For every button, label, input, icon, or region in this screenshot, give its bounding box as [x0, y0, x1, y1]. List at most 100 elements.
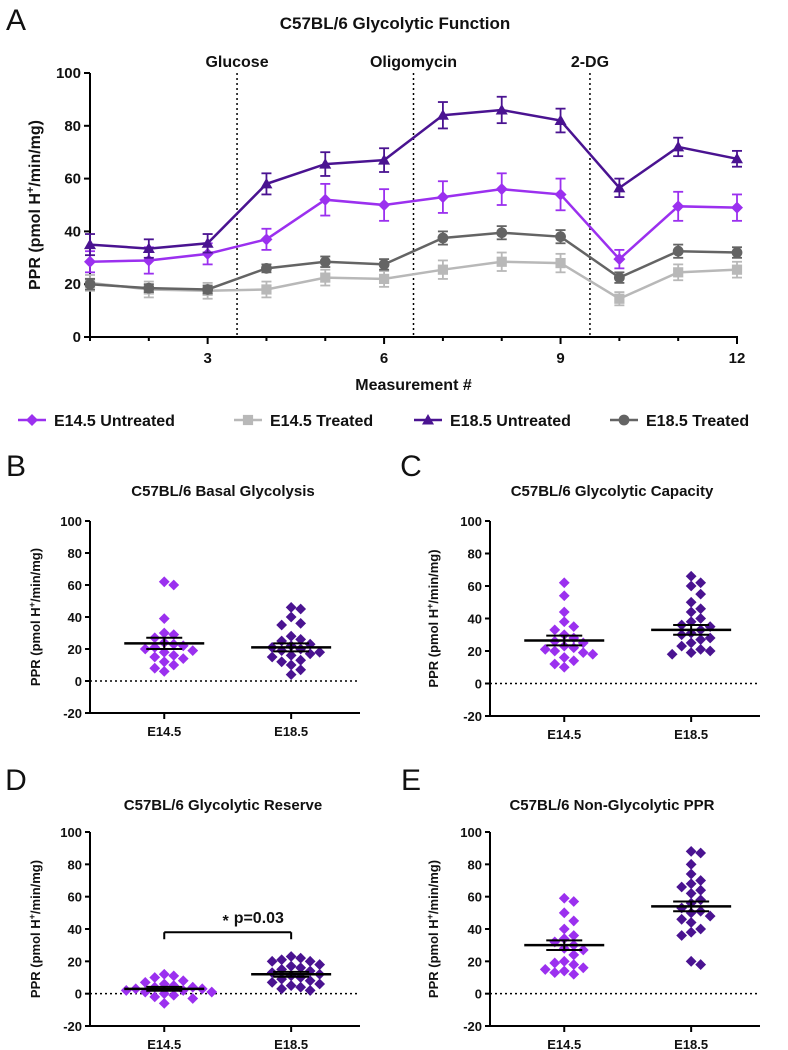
- data-point: [685, 917, 697, 928]
- y-tick-label: 100: [60, 514, 82, 529]
- chart-title: C57BL/6 Glycolytic Reserve: [124, 797, 322, 814]
- data-point: [568, 896, 580, 907]
- y-tick-label: 20: [64, 276, 81, 293]
- data-point: [685, 907, 697, 919]
- y-axis-label: PPR (pmol H+/min/mg): [425, 549, 441, 687]
- panel-label-d: D: [5, 764, 27, 797]
- data-point: [187, 993, 199, 1004]
- data-point: [704, 645, 716, 657]
- y-tick-label: 60: [68, 578, 82, 593]
- data-point: [568, 655, 580, 667]
- data-point: [266, 976, 278, 988]
- data-point: [685, 878, 697, 890]
- y-tick-label: 0: [475, 987, 482, 1002]
- y-tick-label: 20: [68, 642, 82, 657]
- data-point: [558, 965, 570, 977]
- data-point: [695, 894, 707, 906]
- data-point: [555, 257, 566, 269]
- data-point: [695, 875, 707, 886]
- x-tick-label: E14.5: [547, 1037, 581, 1050]
- data-point: [260, 177, 273, 189]
- data-point: [201, 237, 214, 248]
- significance-pvalue: p=0.03: [234, 910, 284, 927]
- data-point: [695, 884, 707, 896]
- series-line: [89, 108, 738, 250]
- data-point: [168, 659, 180, 671]
- data-point: [304, 648, 316, 660]
- data-point: [539, 964, 551, 975]
- y-tick-label: -20: [463, 709, 482, 724]
- panel-label-a: A: [6, 4, 26, 37]
- y-axis-label: PPR (pmol H+/min/mg): [27, 548, 43, 686]
- data-point: [558, 616, 570, 628]
- data-point: [568, 915, 580, 927]
- data-point: [84, 255, 96, 268]
- data-point: [149, 642, 161, 653]
- data-point: [149, 651, 161, 663]
- data-point: [549, 624, 561, 636]
- data-point: [142, 242, 155, 254]
- data-point: [295, 654, 307, 666]
- y-tick-label: 0: [75, 987, 82, 1002]
- data-point: [695, 588, 707, 600]
- data-point: [158, 576, 170, 588]
- data-point: [168, 650, 180, 661]
- series-line: [89, 260, 738, 301]
- data-point: [158, 627, 170, 639]
- data-point: [676, 640, 688, 652]
- x-tick-label: 9: [556, 350, 564, 367]
- data-point: [320, 272, 331, 283]
- data-point: [731, 201, 743, 214]
- y-tick-label: 40: [468, 922, 482, 937]
- data-point: [666, 648, 678, 660]
- data-point: [568, 930, 580, 941]
- y-tick-label: 80: [64, 118, 81, 135]
- y-tick-label: 40: [468, 612, 482, 627]
- y-tick-label: 100: [460, 825, 482, 840]
- data-point: [685, 955, 697, 967]
- data-point: [731, 152, 743, 164]
- data-point: [672, 140, 685, 152]
- y-axis-label: PPR (pmol H+/min/mg): [425, 860, 441, 998]
- data-point: [695, 923, 707, 935]
- data-point: [685, 647, 697, 659]
- chart-title: C57BL/6 Basal Glycolysis: [131, 483, 314, 500]
- data-point: [613, 253, 626, 266]
- data-point: [549, 658, 561, 670]
- data-point: [319, 158, 332, 169]
- data-point: [613, 181, 626, 193]
- x-tick-label: E14.5: [147, 1037, 181, 1050]
- data-point: [158, 613, 170, 624]
- data-point: [577, 944, 589, 956]
- data-point: [587, 648, 599, 660]
- data-point: [285, 951, 297, 962]
- data-point: [613, 272, 625, 283]
- data-point: [158, 666, 170, 677]
- data-point: [266, 955, 278, 967]
- data-point: [672, 200, 685, 213]
- x-tick-label: 12: [729, 350, 746, 367]
- data-point: [285, 602, 297, 613]
- data-point: [685, 580, 697, 592]
- data-point: [304, 985, 316, 996]
- data-point: [495, 183, 508, 196]
- data-point: [304, 955, 316, 967]
- data-point: [496, 227, 508, 239]
- data-point: [266, 651, 278, 663]
- data-point: [276, 656, 288, 668]
- event-label: Oligomycin: [370, 54, 457, 71]
- data-point: [568, 959, 580, 970]
- event-label: 2-DG: [571, 54, 609, 71]
- panel-label-b: B: [6, 450, 26, 483]
- data-point: [685, 858, 697, 870]
- data-point: [558, 590, 570, 602]
- legend-label: E14.5 Treated: [270, 413, 373, 430]
- data-point: [295, 643, 307, 655]
- data-point: [695, 847, 707, 859]
- data-point: [261, 262, 272, 274]
- data-point: [285, 960, 297, 972]
- data-point: [549, 967, 561, 979]
- chart-title: C57BL/6 Non-Glycolytic PPR: [509, 797, 714, 814]
- y-tick-label: 60: [468, 890, 482, 905]
